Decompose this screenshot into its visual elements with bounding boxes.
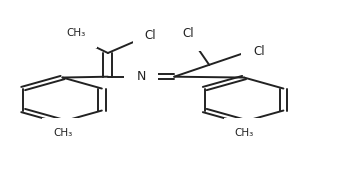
Text: Cl: Cl [253, 45, 265, 58]
Text: CH₃: CH₃ [67, 28, 86, 38]
Text: Cl: Cl [182, 26, 194, 40]
Text: CH₃: CH₃ [53, 128, 72, 138]
Text: N: N [136, 70, 146, 83]
Text: CH₃: CH₃ [234, 128, 254, 138]
Text: Cl: Cl [145, 29, 156, 42]
